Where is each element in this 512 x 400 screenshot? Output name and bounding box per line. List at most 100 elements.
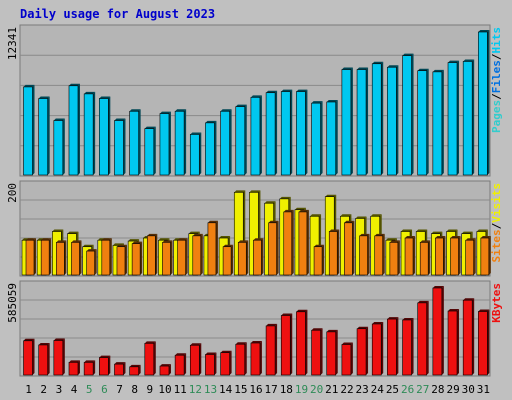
bar-hits-top	[114, 118, 126, 121]
bar-sites	[222, 246, 232, 276]
bar-sites-side	[322, 244, 325, 275]
bar-sites-side	[443, 236, 446, 275]
bar-sites-top	[162, 240, 173, 243]
bar-sites	[359, 235, 368, 276]
bar-kbytes-top	[220, 350, 232, 353]
day-label: 17	[265, 383, 278, 396]
bar-hits-side	[290, 89, 293, 175]
bar-visits-top	[385, 238, 397, 241]
bar-sites-top	[147, 233, 158, 236]
day-label: 4	[71, 383, 78, 396]
day-label: 15	[234, 383, 247, 396]
day-label: 24	[371, 383, 385, 396]
bar-hits	[311, 102, 321, 176]
bar-kbytes	[296, 311, 306, 376]
day-label: 27	[416, 383, 429, 396]
bar-hits-top	[266, 90, 278, 93]
bar-kbytes	[23, 340, 33, 376]
bar-sites-side	[382, 233, 385, 275]
bar-kbytes-side	[305, 309, 308, 375]
bar-kbytes-side	[153, 341, 156, 375]
bar-kbytes	[265, 325, 276, 376]
bar-hits-top	[432, 69, 444, 72]
bar-hits	[38, 98, 48, 176]
bar-visits-top	[370, 214, 382, 217]
bar-visits-top	[52, 229, 64, 232]
bar-hits-side	[184, 109, 187, 175]
bar-hits-side	[47, 96, 50, 175]
bar-kbytes	[387, 318, 397, 376]
bar-sites	[450, 237, 459, 276]
bar-hits-side	[93, 91, 96, 175]
bar-hits-side	[108, 96, 111, 175]
bar-hits-side	[199, 132, 202, 175]
bar-kbytes-top	[311, 328, 323, 331]
bar-hits-top	[175, 109, 187, 112]
bar-sites-side	[276, 220, 279, 275]
bar-visits-top	[67, 231, 79, 234]
bar-sites-side	[215, 220, 218, 275]
bar-hits-top	[357, 67, 369, 70]
bar-hits	[250, 97, 261, 176]
bar-kbytes-side	[93, 360, 96, 375]
bar-sites-top	[207, 220, 218, 223]
bar-kbytes-side	[275, 323, 278, 375]
bar-kbytes-top	[144, 341, 156, 344]
bar-hits-top	[159, 111, 171, 114]
bar-hits-top	[372, 61, 384, 64]
bar-sites	[25, 239, 35, 276]
day-label: 2	[40, 383, 47, 396]
bar-hits	[356, 69, 367, 176]
bar-kbytes-top	[205, 352, 217, 355]
bar-hits-side	[441, 69, 444, 175]
bar-kbytes	[38, 344, 48, 376]
bar-hits	[341, 69, 352, 176]
bar-kbytes	[114, 363, 124, 376]
bar-visits-top	[158, 238, 170, 241]
bar-hits-side	[229, 109, 232, 175]
bar-sites-side	[261, 238, 264, 275]
bar-kbytes-side	[381, 321, 384, 375]
bar-hits-side	[381, 61, 384, 175]
legend-files: Files	[490, 60, 503, 93]
bar-sites-side	[79, 240, 82, 275]
bar-sites-side	[352, 220, 355, 275]
bar-kbytes-side	[411, 317, 414, 375]
bar-sites	[86, 250, 95, 276]
bar-sites	[465, 239, 474, 276]
bar-hits-side	[138, 109, 141, 175]
bar-sites-top	[71, 240, 82, 243]
bar-hits	[462, 61, 473, 176]
bar-hits-top	[311, 101, 323, 104]
bar-kbytes-top	[159, 364, 171, 367]
bar-visits-top	[416, 229, 428, 232]
bar-visits-top	[188, 231, 200, 234]
bar-hits	[189, 134, 200, 176]
bar-hits-side	[426, 68, 429, 175]
bar-sites-top	[223, 244, 234, 247]
legend-visits: Visits	[490, 183, 503, 223]
day-label: 31	[477, 383, 490, 396]
bar-hits	[402, 55, 412, 176]
bar-kbytes-top	[432, 286, 444, 288]
bar-kbytes	[447, 310, 458, 376]
bar-sites	[146, 235, 156, 276]
bar-sites-side	[367, 233, 370, 275]
day-label: 1	[25, 383, 32, 396]
bar-hits-side	[32, 84, 35, 175]
bar-kbytes	[68, 362, 79, 376]
bar-sites-side	[124, 244, 127, 275]
bar-hits-top	[220, 109, 232, 112]
bar-hits-side	[320, 101, 323, 175]
chart-title: Daily usage for August 2023	[20, 7, 215, 21]
legend-separator: /	[490, 222, 503, 229]
legend-separator: /	[490, 93, 503, 100]
bar-sites-side	[94, 249, 97, 275]
bar-hits-top	[250, 95, 262, 98]
bar-sites	[116, 246, 126, 276]
bar-kbytes-top	[175, 353, 187, 356]
bar-hits-side	[62, 118, 65, 175]
bar-kbytes	[205, 354, 215, 376]
bar-kbytes-top	[387, 317, 399, 320]
bar-visits-top	[476, 229, 488, 232]
